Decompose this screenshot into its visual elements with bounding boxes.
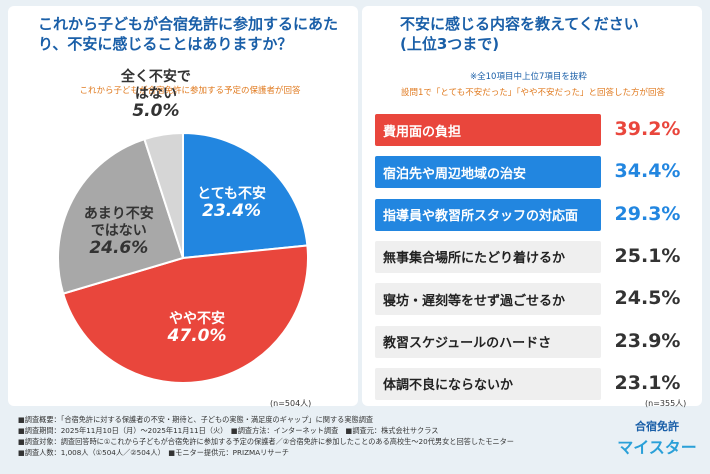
footer-line: ■調査人数：1,008人（①504人／②504人） ■モニター提供元：PRIZM… [18, 448, 289, 457]
pie-value: 47.0% [167, 326, 227, 347]
pie-value: 5.0% [132, 101, 180, 122]
logo-bottom: マイスター [617, 438, 697, 457]
row-value: 24.5% [614, 287, 681, 310]
pie-category: 全く不安ではない [120, 69, 191, 103]
row-box: 費用面の負担 [375, 114, 601, 146]
row-box: 体調不良にならないか [375, 367, 601, 400]
row-value: 23.1% [614, 371, 681, 394]
pie-label: とても不安 23.4% [177, 186, 287, 220]
row-box: 宿泊先や周辺地域の治安 [375, 156, 601, 189]
footer-line: ■調査概要：「合宿免許に対する保護者の不安・期待と、子どもの実態・満足度のギャッ… [18, 415, 374, 424]
row-box: 無事集合場所にたどり着けるか [375, 240, 601, 273]
pie-title: これから子どもが合宿免許に参加するにあたり、不安に感じることはありますか？ [38, 15, 339, 53]
row-box: 教習スケジュールのハードさ [375, 325, 601, 358]
bar-title: 不安に感じる内容を教えてください(上位3つまで) [400, 15, 639, 53]
pie-category: あまり不安ではない [83, 206, 154, 240]
footer-line: ■調査期間：2025年11月10日（月）～2025年11月11日（火） ■調査方… [18, 426, 439, 435]
pie-label: やや不安 47.0% [142, 311, 252, 345]
pie-category: やや不安 [169, 311, 226, 328]
bar-subtitle: 設問1で「とても不安だった」「やや不安だった」と回答した方が回答 [401, 88, 665, 98]
logo-top: 合宿免許 [635, 420, 679, 433]
pie-chart [57, 131, 309, 384]
pie-n: (n=504人) [270, 399, 312, 408]
pie-slice [182, 131, 309, 260]
pie-label: 全く不安ではない 5.0% [101, 69, 211, 120]
logo: 合宿免許 マイスター [612, 418, 702, 458]
pie-slice [143, 131, 184, 259]
pie-category: とても不安 [197, 186, 267, 203]
pie-value: 24.6% [89, 238, 149, 259]
pie-slice [61, 244, 309, 384]
footer-line: ■調査対象：調査回答時に①これから子どもが合宿免許に参加する予定の保護者／②合宿… [18, 437, 514, 446]
row-value: 34.4% [614, 160, 681, 183]
bar-note: ※全10項目中上位7項目を抜粋 [470, 72, 587, 82]
row-value: 25.1% [614, 244, 681, 267]
row-box: 寝坊・遅刻等をせず過ごせるか [375, 283, 601, 316]
row-box: 指導員や教習所スタッフの対応面 [375, 198, 601, 231]
pie-value: 23.4% [202, 201, 262, 222]
pie-slice [57, 137, 185, 295]
row-value: 29.3% [614, 202, 681, 225]
bar-n: (n=355人) [645, 399, 687, 408]
pie-subtitle: これから子どもが合宿免許に参加する予定の保護者が回答 [79, 86, 301, 96]
row-value: 23.9% [614, 329, 681, 352]
footer: ■調査概要：「合宿免許に対する保護者の不安・期待と、子どもの実態・満足度のギャッ… [18, 414, 514, 458]
row-value: 39.2% [614, 118, 681, 140]
pie-label: あまり不安ではない 24.6% [64, 206, 174, 257]
